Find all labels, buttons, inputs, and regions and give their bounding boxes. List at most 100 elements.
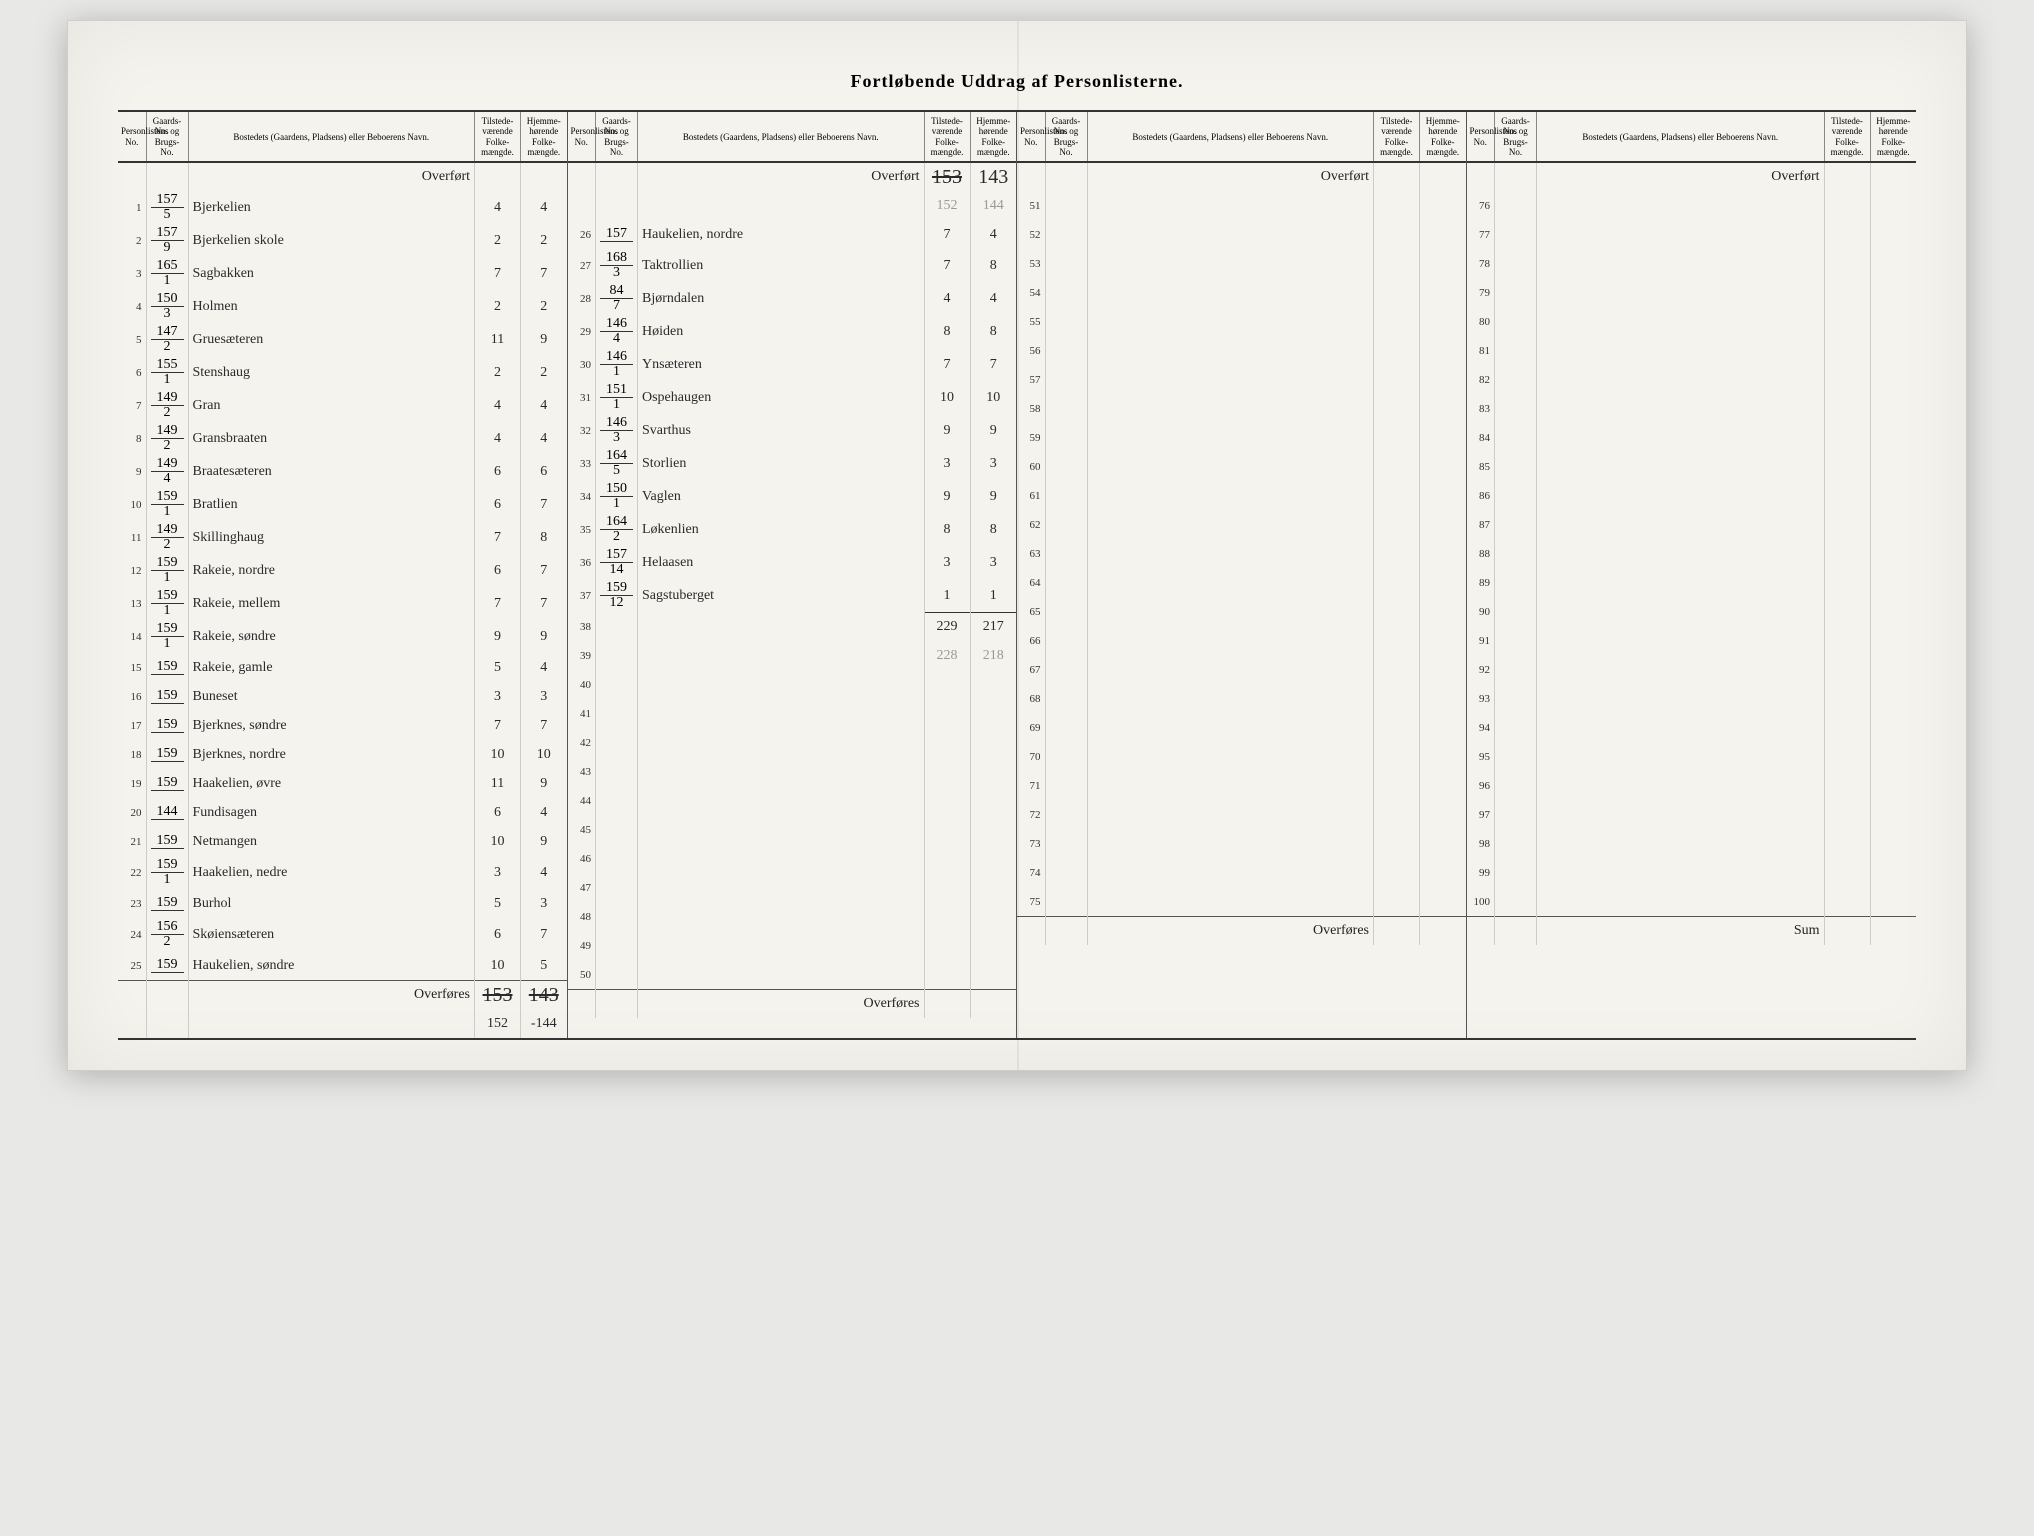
col-n1: Tilstede-værende Folke-mængde. bbox=[1374, 112, 1420, 162]
cell-n1 bbox=[1824, 278, 1870, 307]
cell-pno: 57 bbox=[1017, 365, 1045, 394]
cell-pno: 35 bbox=[568, 513, 596, 546]
overfores-label: Overføres bbox=[188, 980, 475, 1009]
cell-name bbox=[1087, 655, 1374, 684]
cell-gno: 1503 bbox=[146, 290, 188, 323]
cell-n1 bbox=[1824, 336, 1870, 365]
cell-n1 bbox=[924, 757, 970, 786]
cell-n2 bbox=[1420, 278, 1466, 307]
cell-n1 bbox=[1374, 858, 1420, 887]
cell-pno: 89 bbox=[1467, 568, 1495, 597]
cell-n1: 7 bbox=[475, 257, 521, 290]
cell-n1: 11 bbox=[475, 769, 521, 798]
cell-n2 bbox=[1870, 713, 1916, 742]
cell-n1 bbox=[1824, 510, 1870, 539]
cell-name bbox=[1087, 336, 1374, 365]
cell-pno: 16 bbox=[118, 682, 146, 711]
cell-n1 bbox=[924, 844, 970, 873]
ledger-row: 16 159 Buneset 3 3 bbox=[118, 682, 567, 711]
cell-pno: 68 bbox=[1017, 684, 1045, 713]
cell-gno: 1575 bbox=[146, 191, 188, 224]
cell-gno bbox=[1495, 829, 1537, 858]
cell-n1: 4 bbox=[475, 191, 521, 224]
overfores-row: Overføres bbox=[568, 989, 1017, 1018]
cell-n1: 229 bbox=[924, 612, 970, 641]
cell-n1 bbox=[1824, 220, 1870, 249]
cell-n2 bbox=[1420, 249, 1466, 278]
cell-pno: 28 bbox=[568, 282, 596, 315]
cell-n2 bbox=[1420, 655, 1466, 684]
cell-n1 bbox=[1374, 423, 1420, 452]
page-title: Fortløbende Uddrag af Personlisterne. bbox=[118, 71, 1916, 92]
cell-gno: 1642 bbox=[596, 513, 638, 546]
cell-name bbox=[638, 931, 925, 960]
cell-pno: 76 bbox=[1467, 191, 1495, 220]
ledger-row: 98 bbox=[1467, 829, 1917, 858]
cell-n1 bbox=[1824, 684, 1870, 713]
cell-n1: 3 bbox=[924, 546, 970, 579]
cell-gno: 15912 bbox=[596, 579, 638, 612]
cell-pno: 17 bbox=[118, 711, 146, 740]
cell-gno: 1464 bbox=[596, 315, 638, 348]
cell-name bbox=[638, 757, 925, 786]
cell-n1 bbox=[1824, 800, 1870, 829]
cell-gno: 1472 bbox=[146, 323, 188, 356]
cell-n2 bbox=[1420, 626, 1466, 655]
cell-n2 bbox=[1870, 307, 1916, 336]
cell-gno bbox=[1495, 423, 1537, 452]
ledger-row: 72 bbox=[1017, 800, 1466, 829]
cell-n1 bbox=[1374, 742, 1420, 771]
cell-n2 bbox=[1420, 597, 1466, 626]
cell-n1 bbox=[1374, 336, 1420, 365]
cell-name bbox=[1537, 829, 1825, 858]
col-gno: Gaards-No. og Brugs-No. bbox=[146, 112, 188, 162]
cell-n1: 10 bbox=[475, 740, 521, 769]
cell-n2: 8 bbox=[970, 315, 1016, 348]
cell-name bbox=[1087, 423, 1374, 452]
cell-n1: 2 bbox=[475, 290, 521, 323]
cell-n1 bbox=[924, 873, 970, 902]
cell-pno: 75 bbox=[1017, 887, 1045, 916]
cell-gno bbox=[1495, 336, 1537, 365]
ledger-row: 27 1683 Taktrollien 7 8 bbox=[568, 249, 1017, 282]
cell-pno: 74 bbox=[1017, 858, 1045, 887]
cell-name: Sagstuberget bbox=[638, 579, 925, 612]
cell-n1: 5 bbox=[475, 889, 521, 918]
cell-n2 bbox=[1420, 481, 1466, 510]
cell-gno bbox=[1045, 278, 1087, 307]
cell-gno bbox=[596, 612, 638, 641]
cell-name bbox=[1087, 394, 1374, 423]
cell-gno: 1591 bbox=[146, 587, 188, 620]
cell-gno bbox=[1495, 742, 1537, 771]
cell-n2 bbox=[1870, 655, 1916, 684]
cell-name: Helaasen bbox=[638, 546, 925, 579]
ledger-row: 19 159 Haakelien, øvre 11 9 bbox=[118, 769, 567, 798]
ledger-row: 75 bbox=[1017, 887, 1466, 916]
cell-pno: 61 bbox=[1017, 481, 1045, 510]
cell-gno bbox=[1495, 191, 1537, 220]
panel-a: Personlistens No. Gaards-No. og Brugs-No… bbox=[118, 112, 568, 1038]
cell-pno: 83 bbox=[1467, 394, 1495, 423]
cell-name bbox=[1087, 713, 1374, 742]
cell-gno bbox=[1495, 278, 1537, 307]
cell-pno: 78 bbox=[1467, 249, 1495, 278]
cell-n2: 4 bbox=[970, 282, 1016, 315]
cell-name bbox=[1087, 365, 1374, 394]
cell-pno: 99 bbox=[1467, 858, 1495, 887]
cell-n1: 152 bbox=[924, 191, 970, 220]
overfort-label: Overført bbox=[638, 162, 925, 191]
col-n2: Hjemme-hørende Folke-mængde. bbox=[970, 112, 1016, 162]
ledger-row: 57 bbox=[1017, 365, 1466, 394]
cell-gno bbox=[1495, 568, 1537, 597]
cell-gno: 1562 bbox=[146, 918, 188, 951]
ledger-row: 93 bbox=[1467, 684, 1917, 713]
cell-gno bbox=[1495, 713, 1537, 742]
cell-pno: 70 bbox=[1017, 742, 1045, 771]
cell-gno bbox=[1045, 423, 1087, 452]
cell-pno: 40 bbox=[568, 670, 596, 699]
cell-name: Svarthus bbox=[638, 414, 925, 447]
cell-n2: 7 bbox=[521, 711, 567, 740]
cell-n1: 6 bbox=[475, 488, 521, 521]
cell-n2: 9 bbox=[970, 414, 1016, 447]
carry-note: 152 144 bbox=[568, 191, 1017, 220]
